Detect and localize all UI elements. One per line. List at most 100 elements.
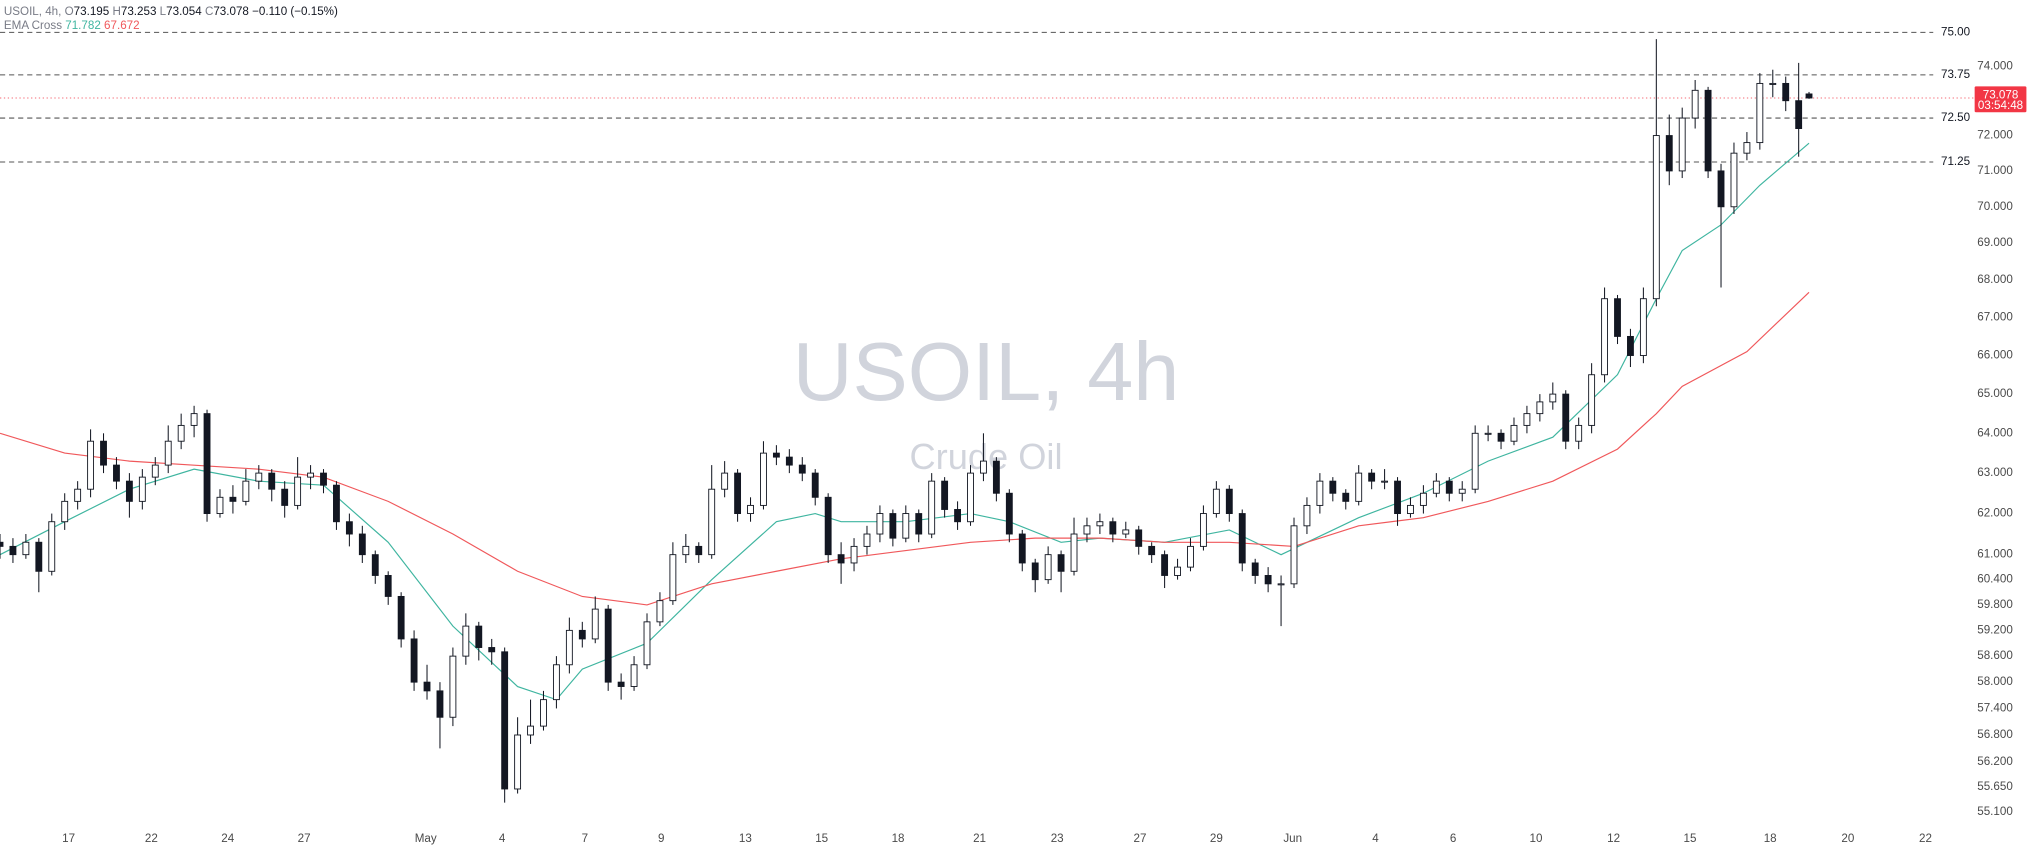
candle-body — [1419, 492, 1427, 506]
candle-body — [1096, 521, 1104, 527]
candle-body — [1523, 413, 1531, 426]
candle-body — [61, 500, 69, 523]
candle-body — [436, 690, 444, 718]
candle-body — [1769, 82, 1777, 85]
candle-body — [294, 476, 302, 506]
candle-body — [1212, 488, 1220, 515]
last-price-box — [1974, 86, 2027, 113]
candle-body — [1264, 575, 1272, 585]
candle-body — [397, 595, 405, 640]
candle-body — [74, 488, 82, 502]
x-tick-label: 15 — [1684, 832, 1697, 845]
candle-body — [863, 533, 871, 547]
candle-body — [1031, 562, 1039, 581]
candle-body — [1394, 480, 1401, 515]
candle-body — [190, 413, 198, 426]
candle-body — [1639, 298, 1647, 356]
y-tick-label: 68.000 — [1977, 273, 2013, 286]
last-price-label: 73.078 — [1983, 88, 2019, 101]
candle-body — [320, 472, 327, 486]
candle-body — [980, 460, 987, 474]
candle-body — [501, 651, 509, 790]
candle-body — [1057, 554, 1065, 572]
candle-body — [617, 681, 625, 687]
candle-body — [229, 496, 237, 502]
candle-body — [1756, 82, 1764, 144]
y-tick-label: 74.000 — [1977, 59, 2013, 72]
x-tick-label: 6 — [1450, 832, 1456, 845]
candle-body — [242, 480, 250, 502]
candle-body — [1135, 529, 1143, 547]
x-tick-label: 29 — [1210, 832, 1223, 845]
y-tick-label: 65.000 — [1977, 387, 2013, 400]
candle-body — [928, 480, 936, 535]
candle-body — [1601, 298, 1608, 376]
candle-body — [902, 513, 910, 539]
x-tick-label: 4 — [1372, 832, 1379, 845]
candle-body — [747, 504, 754, 515]
candle-body — [1562, 393, 1570, 442]
candle-body — [164, 440, 172, 466]
y-tick-label: 70.000 — [1977, 200, 2013, 213]
candle-body — [1122, 529, 1130, 535]
y-tick-label: 59.800 — [1977, 598, 2013, 611]
open-label: O — [65, 5, 74, 18]
candle-body — [22, 541, 30, 556]
candle-body — [1316, 480, 1324, 506]
y-tick-label: 61.000 — [1977, 548, 2013, 561]
candle-body — [1277, 583, 1285, 586]
y-tick-label: 57.400 — [1977, 702, 2013, 715]
candle-body — [151, 464, 159, 478]
ema-slow-value: 67.672 — [104, 19, 140, 32]
close-value: 73.078 — [213, 5, 249, 18]
candle-body — [540, 699, 547, 727]
candle-body — [656, 600, 664, 623]
candle-body — [734, 472, 742, 515]
level-label: 75.00 — [1941, 25, 1971, 38]
candle-body — [384, 575, 392, 597]
y-tick-label: 59.200 — [1977, 623, 2013, 636]
candle-body — [475, 625, 483, 648]
candle-body — [1070, 533, 1078, 572]
candle-body — [1652, 135, 1660, 300]
candle-body — [268, 472, 276, 490]
candle-body — [811, 472, 819, 498]
candle-body — [669, 554, 677, 602]
candle-body — [992, 460, 1000, 494]
candle-body — [565, 629, 573, 666]
y-tick-label: 71.000 — [1977, 164, 2013, 177]
y-tick-label: 64.000 — [1977, 426, 2013, 439]
candle-body — [1717, 170, 1725, 208]
candle-body — [1484, 432, 1492, 435]
candle-body — [591, 608, 599, 640]
candle-body — [1549, 393, 1557, 403]
candle-body — [1407, 504, 1414, 515]
header-indicator: EMA Cross 71.782 67.672 — [4, 19, 140, 32]
candle-body — [630, 664, 638, 687]
x-tick-label: 17 — [62, 832, 75, 845]
x-tick-label: 4 — [499, 832, 506, 845]
candle-body — [423, 681, 431, 692]
x-tick-label: 24 — [221, 832, 234, 845]
candle-body — [1381, 480, 1389, 483]
x-tick-label: 22 — [145, 832, 158, 845]
level-label: 71.25 — [1941, 155, 1970, 168]
candle-body — [307, 472, 314, 478]
candle-body — [527, 725, 534, 736]
low-label: L — [160, 5, 167, 18]
candle-body — [371, 554, 379, 576]
y-tick-label: 67.000 — [1977, 311, 2013, 324]
candle-body — [682, 545, 690, 556]
y-tick-label: 60.400 — [1977, 573, 2013, 586]
countdown: 03:54:48 — [1978, 99, 2023, 112]
y-tick-label: 72.000 — [1977, 129, 2013, 142]
close-label: C — [205, 5, 213, 18]
candle-body — [1251, 562, 1259, 576]
candle-body — [1575, 424, 1583, 442]
candle-body — [708, 488, 716, 556]
candle-body — [1795, 100, 1803, 129]
candle-body — [552, 664, 560, 701]
candle-body — [772, 452, 780, 458]
